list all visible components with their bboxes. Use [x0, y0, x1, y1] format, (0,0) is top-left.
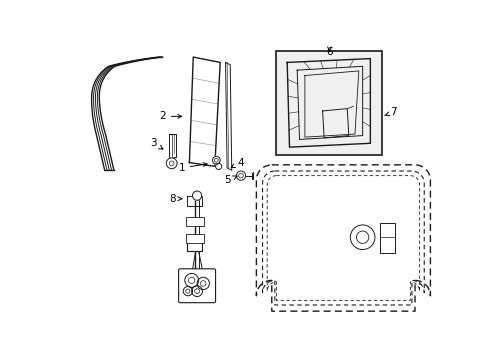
Circle shape [192, 191, 202, 200]
Circle shape [212, 156, 220, 164]
Text: 6: 6 [325, 47, 332, 57]
FancyBboxPatch shape [178, 269, 215, 303]
Text: 3: 3 [150, 138, 163, 149]
Text: 5: 5 [224, 175, 237, 185]
Circle shape [349, 225, 374, 249]
Bar [185, 234, 203, 243]
Circle shape [166, 158, 177, 169]
Bar [185, 217, 203, 226]
Bar [187, 239, 202, 251]
Text: 8: 8 [169, 194, 182, 204]
Text: 7: 7 [384, 108, 396, 117]
Circle shape [197, 277, 209, 289]
Bar [276, 51, 381, 155]
Text: 2: 2 [159, 111, 182, 121]
Circle shape [183, 287, 192, 296]
Circle shape [236, 171, 245, 180]
Circle shape [215, 163, 221, 170]
Text: 1: 1 [178, 163, 207, 173]
Circle shape [184, 274, 198, 287]
Bar [379, 223, 394, 253]
Circle shape [191, 286, 202, 297]
Text: 4: 4 [231, 158, 244, 167]
